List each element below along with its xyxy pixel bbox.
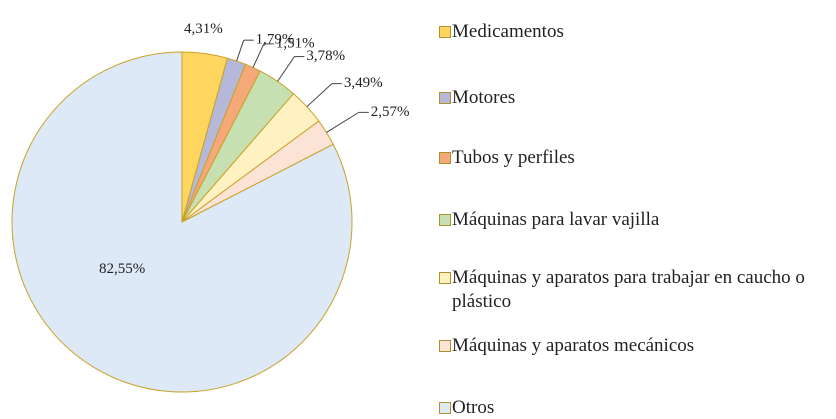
leader-line — [306, 83, 333, 108]
leader-line — [277, 56, 295, 82]
legend-swatch — [439, 152, 451, 164]
legend-item: Motores — [439, 86, 832, 110]
data-label: 4,31% — [184, 21, 223, 37]
legend-label: Máquinas para lavar vajilla — [452, 209, 660, 230]
legend-label: Motores — [452, 87, 516, 108]
legend-swatch — [439, 92, 451, 104]
legend-swatch — [439, 272, 451, 284]
legend-swatch — [439, 26, 451, 38]
data-label: 2,57% — [371, 104, 410, 120]
data-label: 1,51% — [276, 35, 315, 51]
data-label: 3,78% — [306, 48, 345, 64]
legend-swatch — [439, 402, 451, 414]
legend-item: Medicamentos — [439, 20, 832, 44]
legend-swatch — [439, 214, 451, 226]
legend-swatch — [439, 340, 451, 352]
legend-item: Máquinas para lavar vajilla — [439, 208, 832, 232]
leader-line — [236, 40, 245, 62]
leader-line — [252, 43, 265, 68]
legend-item: Máquinas y aparatos para trabajar en cau… — [439, 266, 832, 314]
legend-item: Máquinas y aparatos mecánicos — [439, 334, 832, 358]
legend-item: Otros — [439, 396, 832, 419]
pie-slice — [11, 51, 353, 393]
legend-label: Máquinas y aparatos mecánicos — [452, 335, 695, 356]
legend-item: Tubos y perfiles — [439, 146, 832, 170]
data-label: 3,49% — [344, 75, 383, 91]
legend-label: Otros — [452, 397, 495, 418]
legend-label: Medicamentos — [452, 21, 564, 42]
legend-label: Máquinas y aparatos para trabajar en cau… — [452, 267, 805, 312]
legend-label: Tubos y perfiles — [452, 147, 575, 168]
leader-line — [326, 111, 360, 133]
data-label: 82,55% — [99, 261, 145, 277]
